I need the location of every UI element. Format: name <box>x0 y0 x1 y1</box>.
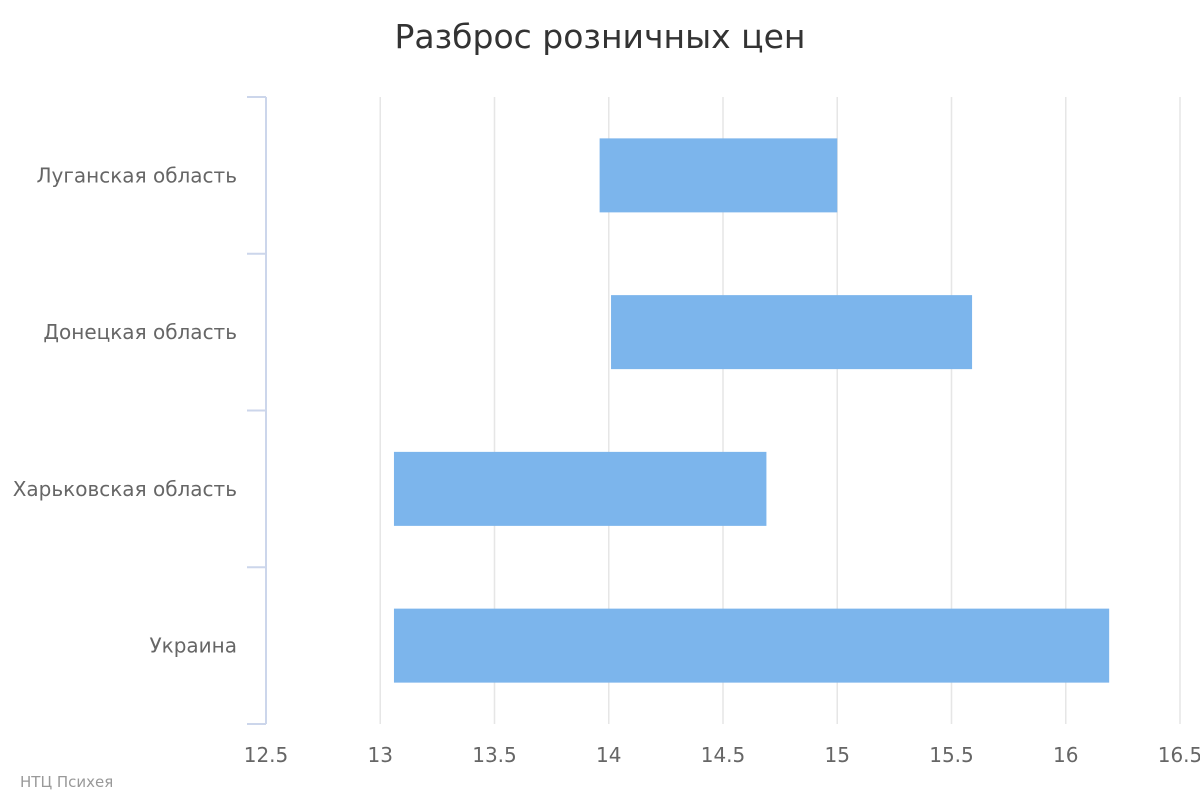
x-tick-label: 14 <box>596 743 621 767</box>
x-tick-label: 13.5 <box>472 743 517 767</box>
value-axis-labels: 12.5 13 13.5 14 14.5 15 15.5 16 16.5 <box>244 743 1200 767</box>
bar[interactable] <box>393 608 1110 683</box>
chart-title: Разброс розничных цен <box>395 17 806 56</box>
x-tick-label: 15.5 <box>929 743 974 767</box>
y-category-label: Украина <box>149 634 237 658</box>
x-tick-label: 14.5 <box>701 743 746 767</box>
category-axis <box>247 96 267 725</box>
bars <box>393 138 1110 683</box>
y-category-label: Харьковская область <box>13 477 237 501</box>
bar[interactable] <box>611 295 973 370</box>
x-tick-label: 15 <box>825 743 850 767</box>
x-tick-label: 12.5 <box>244 743 289 767</box>
bar[interactable] <box>599 138 838 213</box>
y-category-label: Луганская область <box>37 163 237 187</box>
x-tick-label: 16 <box>1053 743 1078 767</box>
category-labels: Луганская область Донецкая область Харьков… <box>13 163 237 657</box>
y-category-label: Донецкая область <box>43 320 237 344</box>
bar[interactable] <box>393 451 767 526</box>
x-tick-label: 16.5 <box>1158 743 1200 767</box>
x-tick-label: 13 <box>368 743 393 767</box>
credits-text[interactable]: НТЦ Психея <box>20 773 114 791</box>
